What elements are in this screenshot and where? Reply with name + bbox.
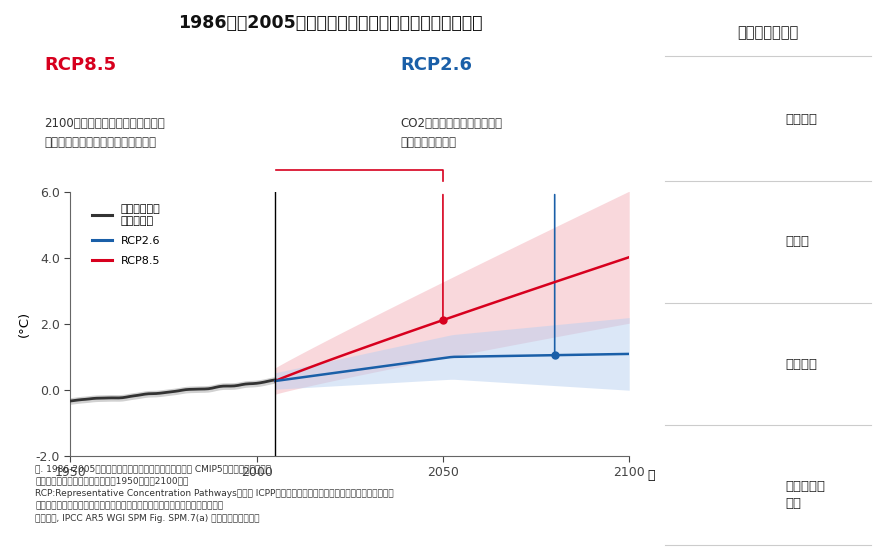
Text: 海面上昇: 海面上昇 [786, 113, 818, 126]
Text: 異常気象: 異常気象 [786, 358, 818, 371]
Legend: 過去の期間の
モデル結果, RCP2.6, RCP8.5: 過去の期間の モデル結果, RCP2.6, RCP8.5 [87, 200, 165, 271]
Text: 砂漠化: 砂漠化 [786, 235, 810, 249]
Text: 図. 1986-2005年平均に対する世界平均地上気温の変化 CMIP5の複数モデルにより
シミュレーションされた時系列（1950年から2100年）
RCP:R: 図. 1986-2005年平均に対する世界平均地上気温の変化 CMIP5の複数モ… [35, 464, 394, 523]
Text: RCP2.6: RCP2.6 [400, 56, 473, 74]
Text: 2100年における温室効果ガス排出
量の最大排出量に相当するシナリオ: 2100年における温室効果ガス排出 量の最大排出量に相当するシナリオ [44, 117, 165, 149]
Text: CO2等の排出を抑えるため、
気温上昇が少ない: CO2等の排出を抑えるため、 気温上昇が少ない [400, 117, 502, 149]
Text: 1986年～2005年平均に対する世界平均地上気温の変化: 1986年～2005年平均に対する世界平均地上気温の変化 [178, 14, 482, 32]
Text: 最大4.8℃上昇: 最大4.8℃上昇 [187, 85, 258, 98]
Text: 年: 年 [648, 469, 656, 482]
Text: 気候変動リスク: 気候変動リスク [737, 25, 798, 40]
Y-axis label: (°C): (°C) [18, 311, 32, 337]
Text: 海の生態系
破壊: 海の生態系 破壊 [786, 480, 825, 510]
Text: RCP8.5: RCP8.5 [44, 56, 116, 74]
